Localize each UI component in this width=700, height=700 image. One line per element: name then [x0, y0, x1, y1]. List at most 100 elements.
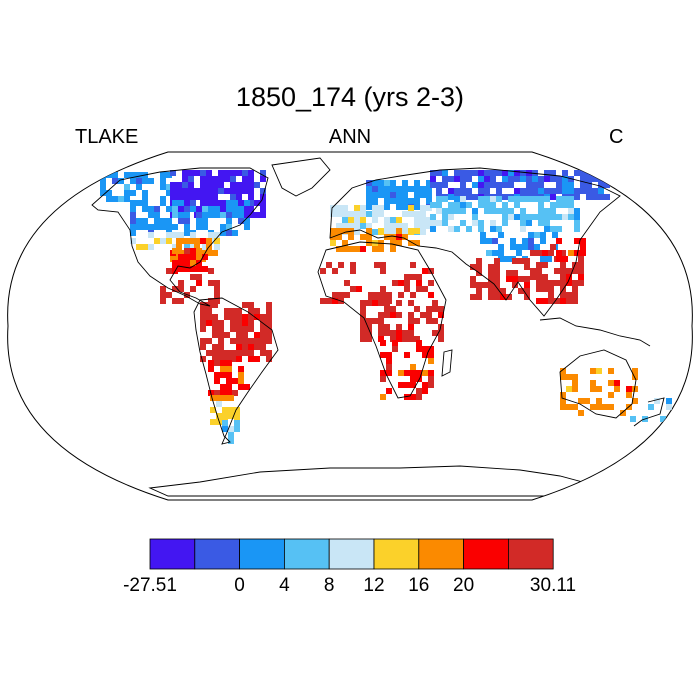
map-cell [384, 300, 390, 306]
map-cell [366, 186, 372, 192]
map-cell [130, 172, 136, 178]
map-cell [210, 407, 216, 413]
map-cell [200, 200, 206, 206]
map-cell [234, 413, 240, 419]
map-cell [190, 248, 196, 254]
map-cell [524, 264, 530, 270]
map-cell [390, 306, 396, 312]
map-cell [586, 182, 592, 188]
map-cell [402, 211, 408, 217]
map-cell [580, 182, 586, 188]
map-cell [214, 292, 220, 298]
map-cell [224, 308, 230, 314]
map-cell [228, 432, 234, 438]
map-cell [200, 344, 206, 350]
map-cell [484, 196, 490, 202]
map-cell [416, 286, 422, 292]
map-cell [580, 250, 586, 256]
map-cell [166, 206, 172, 212]
map-cell [190, 266, 196, 272]
map-cell [632, 386, 638, 392]
map-cell [182, 194, 188, 200]
map-cell [194, 206, 200, 212]
map-cell [360, 324, 366, 330]
map-cell [496, 208, 502, 214]
map-cell [166, 190, 172, 196]
map-cell [396, 192, 402, 198]
map-cell [520, 214, 526, 220]
map-cell [360, 318, 366, 324]
map-cell [360, 217, 366, 223]
map-cell [408, 318, 414, 324]
map-cell [234, 420, 240, 426]
map-cell [460, 176, 466, 182]
map-cell [442, 182, 448, 188]
map-cell [532, 214, 538, 220]
map-cell [242, 176, 248, 182]
map-cell [568, 208, 574, 214]
map-cell [476, 258, 482, 264]
map-cell [230, 176, 236, 182]
map-cell [604, 182, 610, 188]
map-cell [550, 176, 556, 182]
map-cell [184, 224, 190, 230]
map-cell [614, 380, 620, 386]
map-cell [142, 218, 148, 224]
map-cell [124, 190, 130, 196]
map-cell [226, 230, 232, 236]
map-cell [572, 268, 578, 274]
map-cell [578, 280, 584, 286]
map-cell [560, 262, 566, 268]
map-cell [390, 192, 396, 198]
map-cell [212, 302, 218, 308]
map-cell [478, 170, 484, 176]
map-cell [560, 274, 566, 280]
map-cell [404, 370, 410, 376]
map-cell [378, 211, 384, 217]
map-cell [598, 188, 604, 194]
map-cell [238, 218, 244, 224]
map-cell [366, 300, 372, 306]
map-cell [384, 229, 390, 235]
map-cell [208, 268, 214, 274]
map-cell [372, 180, 378, 186]
map-cell [148, 244, 154, 250]
map-cell [244, 200, 250, 206]
map-cell [390, 330, 396, 336]
map-cell [416, 280, 422, 286]
map-cell [556, 182, 562, 188]
map-cell [442, 208, 448, 214]
map-cell [230, 170, 236, 176]
map-cell [380, 268, 386, 274]
map-cell [344, 280, 350, 286]
map-cell [184, 244, 190, 250]
map-cell [384, 330, 390, 336]
map-cell [494, 264, 500, 270]
map-cell [200, 188, 206, 194]
map-cell [632, 368, 638, 374]
map-cell [380, 262, 386, 268]
map-cell [172, 260, 178, 266]
map-cell [366, 228, 372, 234]
map-cell [454, 208, 460, 214]
map-cell [228, 426, 234, 432]
map-cell [496, 170, 502, 176]
map-cell [550, 188, 556, 194]
map-cell [660, 416, 666, 422]
map-cell [200, 250, 206, 256]
map-cell [378, 324, 384, 330]
map-cell [224, 356, 230, 362]
map-cell [142, 190, 148, 196]
map-cell [572, 298, 578, 304]
map-cell [404, 382, 410, 388]
map-cell [214, 232, 220, 238]
map-cell [148, 178, 154, 184]
map-cell [620, 410, 626, 416]
map-cell [496, 188, 502, 194]
map-cell [526, 182, 532, 188]
map-cell [384, 324, 390, 330]
map-cell [574, 250, 580, 256]
map-cell [210, 419, 216, 425]
map-cell [386, 364, 392, 370]
map-cell [466, 170, 472, 176]
